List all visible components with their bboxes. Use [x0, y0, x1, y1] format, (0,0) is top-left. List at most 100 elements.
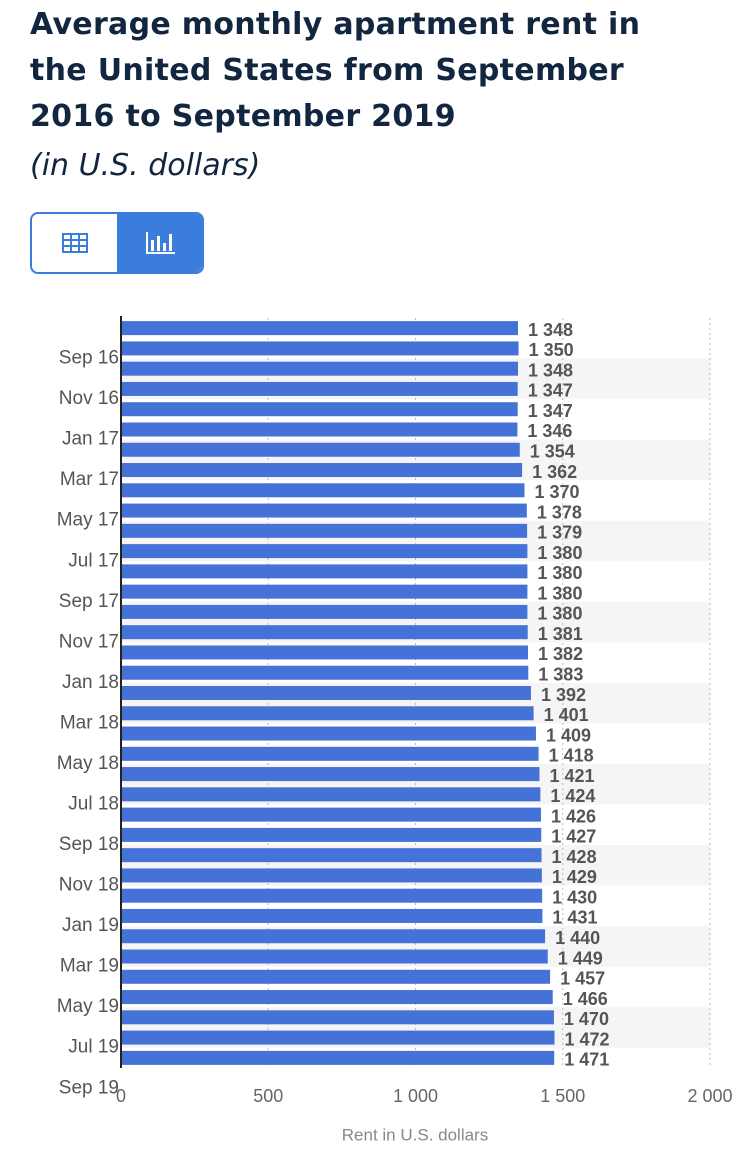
bar [121, 827, 542, 842]
bar [121, 665, 529, 680]
value-label: 1 424 [550, 786, 595, 806]
y-tick-label: May 19 [57, 996, 119, 1017]
value-label: 1 440 [555, 928, 600, 948]
value-label: 1 347 [528, 401, 573, 421]
bar [121, 483, 525, 498]
value-label: 1 426 [551, 806, 596, 826]
bar [121, 1030, 555, 1045]
y-tick-label: Sep 19 [59, 1077, 119, 1098]
value-label: 1 381 [538, 624, 583, 644]
y-tick-label: Sep 18 [59, 834, 119, 855]
value-label: 1 362 [532, 462, 577, 482]
y-tick-label: Mar 17 [60, 469, 119, 490]
bar [121, 807, 541, 822]
value-label: 1 449 [558, 948, 603, 968]
x-tick-label: 1 000 [393, 1086, 438, 1106]
bar [121, 564, 528, 579]
y-tick-label: Sep 16 [59, 348, 119, 369]
value-label: 1 380 [537, 583, 582, 603]
value-label: 1 347 [528, 381, 573, 401]
bar [121, 686, 531, 700]
value-label: 1 421 [549, 766, 594, 786]
value-label: 1 383 [538, 664, 583, 684]
y-tick-label: Jan 18 [62, 672, 119, 693]
table-view-button[interactable] [32, 214, 117, 272]
bar [121, 361, 518, 376]
subtitle: (in U.S. dollars) [30, 148, 261, 183]
value-label: 1 380 [537, 604, 582, 624]
y-tick-label: Nov 18 [59, 875, 119, 896]
y-tick-label: May 17 [57, 510, 119, 531]
value-label: 1 472 [565, 1029, 610, 1049]
bar [121, 1050, 555, 1065]
value-label: 1 457 [560, 969, 605, 989]
bar [121, 726, 536, 741]
chart-view-button[interactable] [117, 214, 202, 272]
bar [121, 949, 548, 964]
x-tick-label: 2 000 [687, 1086, 732, 1106]
bar [121, 848, 542, 863]
y-tick-label: Mar 19 [60, 956, 119, 977]
value-label: 1 392 [541, 685, 586, 705]
bar [121, 604, 528, 619]
y-tick-label: Nov 17 [59, 631, 119, 652]
bar [121, 929, 546, 944]
x-tick-label: 1 500 [540, 1086, 585, 1106]
y-tick-label: Jan 19 [62, 915, 119, 936]
bar [121, 868, 542, 883]
view-toggle [30, 212, 204, 274]
value-label: 1 431 [552, 908, 597, 928]
value-label: 1 470 [564, 1009, 609, 1029]
value-label: 1 348 [528, 320, 573, 340]
x-tick-label: 500 [253, 1086, 283, 1106]
value-label: 1 471 [564, 1050, 609, 1070]
value-label: 1 354 [530, 442, 575, 462]
value-label: 1 378 [537, 502, 582, 522]
bar [121, 645, 528, 660]
bar [121, 463, 523, 478]
x-axis-label: Rent in U.S. dollars [342, 1125, 488, 1144]
bar [121, 990, 553, 1005]
value-label: 1 380 [537, 543, 582, 563]
value-label: 1 428 [552, 847, 597, 867]
value-label: 1 348 [528, 360, 573, 380]
bar [121, 544, 528, 559]
value-label: 1 409 [546, 725, 591, 745]
value-label: 1 418 [549, 746, 594, 766]
y-tick-label: Nov 16 [59, 388, 119, 409]
bar [121, 341, 519, 356]
y-tick-label: Sep 17 [59, 591, 119, 612]
value-label: 1 370 [534, 482, 579, 502]
y-tick-label: Jul 18 [68, 794, 119, 815]
bar [121, 1010, 554, 1025]
table-icon [61, 233, 88, 253]
bar [121, 321, 518, 336]
chart-icon [145, 232, 175, 254]
y-tick-label: Jan 17 [62, 429, 119, 450]
value-label: 1 429 [552, 867, 597, 887]
bar [121, 787, 541, 802]
value-label: 1 380 [537, 563, 582, 583]
bar [121, 706, 534, 721]
bar [121, 908, 543, 923]
bar [121, 402, 518, 417]
bar [121, 625, 528, 640]
y-tick-label: May 18 [57, 753, 119, 774]
bar [121, 503, 527, 518]
bar [121, 888, 543, 903]
y-tick-label: Mar 18 [60, 712, 119, 733]
value-label: 1 466 [563, 989, 608, 1009]
bar [121, 422, 518, 437]
value-label: 1 382 [538, 644, 583, 664]
title: Average monthly apartment rent in the Un… [30, 7, 641, 134]
y-tick-label: Jul 19 [68, 1037, 119, 1058]
x-tick-label: 0 [116, 1086, 126, 1106]
y-tick-label: Jul 17 [68, 550, 119, 571]
value-label: 1 346 [527, 421, 572, 441]
bar [121, 381, 518, 396]
value-label: 1 379 [537, 523, 582, 543]
bar [121, 767, 540, 782]
bar [121, 746, 539, 761]
